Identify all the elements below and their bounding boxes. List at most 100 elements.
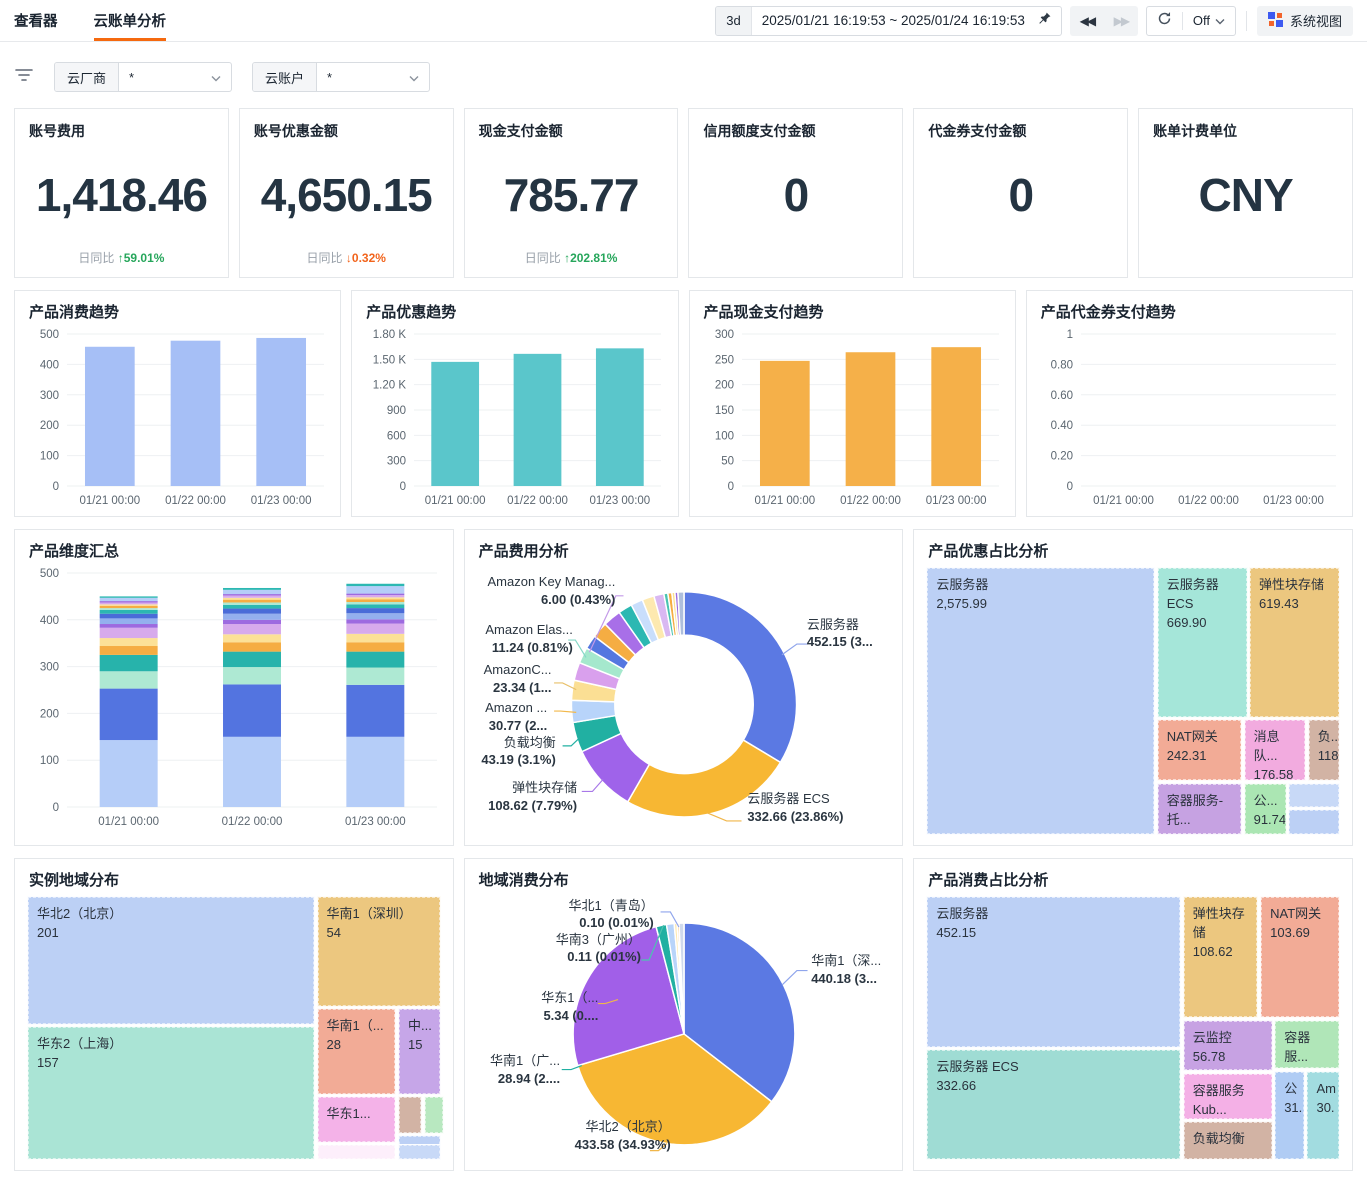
stacked-bar-segment[interactable]: [99, 601, 158, 603]
stacked-bar-segment[interactable]: [223, 604, 281, 609]
stacked-bar-segment[interactable]: [346, 604, 405, 609]
pie-slice[interactable]: [682, 922, 796, 1103]
treemap-cell[interactable]: 云监控 56.78: [1182, 1019, 1273, 1072]
stacked-bar-segment[interactable]: [99, 740, 158, 807]
treemap-cell[interactable]: 华东2（上海） 157: [27, 1026, 315, 1160]
treemap-cell[interactable]: [1288, 808, 1340, 835]
stacked-bar-segment[interactable]: [346, 583, 405, 587]
stacked-bar-segment[interactable]: [223, 602, 281, 605]
treemap-cell[interactable]: 弹性块存储 108.62: [1182, 896, 1259, 1019]
stacked-bar-segment[interactable]: [223, 684, 281, 737]
treemap-cell[interactable]: 中... 15: [398, 1007, 441, 1096]
treemap-cell[interactable]: 容器服... 33.12: [1274, 1019, 1340, 1070]
stacked-bar-segment[interactable]: [99, 608, 158, 610]
stacked-bar-segment[interactable]: [223, 736, 281, 807]
bar[interactable]: [930, 347, 981, 486]
auto-refresh-select[interactable]: Off: [1183, 13, 1235, 28]
bar[interactable]: [256, 337, 307, 486]
pie-slice[interactable]: [677, 922, 685, 1034]
stacked-bar-segment[interactable]: [223, 599, 281, 603]
stacked-bar-segment[interactable]: [223, 587, 281, 590]
stacked-bar-segment[interactable]: [346, 642, 405, 652]
stacked-bar-segment[interactable]: [223, 624, 281, 635]
treemap-cell[interactable]: 云服务器 ECS 669.90: [1156, 567, 1248, 718]
stacked-bar-segment[interactable]: [99, 638, 158, 647]
stacked-bar-segment[interactable]: [99, 613, 158, 619]
stacked-bar-segment[interactable]: [223, 595, 281, 598]
bar[interactable]: [596, 348, 644, 486]
treemap-cell[interactable]: [398, 1096, 423, 1135]
stacked-bar-segment[interactable]: [223, 597, 281, 600]
donut-slice[interactable]: [682, 591, 797, 764]
stacked-bar-segment[interactable]: [346, 602, 405, 605]
treemap-cell[interactable]: Am 30.: [1306, 1070, 1340, 1160]
shift-back-button[interactable]: ◀◀: [1070, 6, 1104, 36]
bar[interactable]: [759, 360, 810, 486]
stacked-bar-segment[interactable]: [99, 605, 158, 609]
system-view-button[interactable]: 系统视图: [1256, 5, 1353, 36]
treemap-cell[interactable]: [1288, 782, 1340, 808]
treemap-cell[interactable]: 负... 118...: [1307, 719, 1340, 782]
bar[interactable]: [431, 361, 480, 486]
stacked-bar-segment[interactable]: [223, 651, 281, 668]
stacked-bar-segment[interactable]: [346, 593, 405, 595]
treemap-cell[interactable]: 消息队... 176.58: [1243, 719, 1307, 782]
stacked-bar-segment[interactable]: [99, 602, 158, 605]
stacked-bar-segment[interactable]: [223, 634, 281, 643]
treemap-cell[interactable]: 云服务器 452.15: [926, 896, 1182, 1048]
stacked-bar-segment[interactable]: [223, 619, 281, 625]
treemap-cell[interactable]: NAT网关 103.69: [1260, 896, 1340, 1019]
stacked-bar-segment[interactable]: [99, 671, 158, 689]
treemap-cell[interactable]: [423, 1096, 444, 1135]
stacked-bar-segment[interactable]: [223, 589, 281, 595]
stacked-bar-segment[interactable]: [346, 594, 405, 598]
treemap-cell[interactable]: 华北2（北京） 201: [27, 896, 315, 1025]
stacked-bar-segment[interactable]: [99, 604, 158, 606]
tab-viewer[interactable]: 查看器: [14, 0, 58, 41]
stacked-bar-segment[interactable]: [99, 596, 158, 598]
treemap-cell[interactable]: 公 31.: [1274, 1070, 1305, 1160]
stacked-bar-segment[interactable]: [346, 597, 405, 600]
stacked-bar-segment[interactable]: [346, 623, 405, 634]
tab-cloud-bill-analysis[interactable]: 云账单分析: [93, 0, 166, 41]
treemap-cell[interactable]: [398, 1143, 441, 1160]
bar[interactable]: [845, 352, 895, 486]
treemap-cell[interactable]: 华南1（深圳） 54: [316, 896, 441, 1007]
stacked-bar-segment[interactable]: [346, 599, 405, 603]
bar[interactable]: [84, 346, 135, 486]
stacked-bar-segment[interactable]: [346, 619, 405, 624]
bar[interactable]: [513, 353, 562, 486]
pie-slice[interactable]: [576, 1033, 773, 1146]
pie-slice[interactable]: [572, 925, 685, 1067]
treemap-cell[interactable]: 容器服务-托... 192.96: [1156, 782, 1243, 835]
refresh-button[interactable]: [1147, 7, 1182, 35]
shift-forward-button[interactable]: ▶▶: [1104, 6, 1138, 36]
treemap-cell[interactable]: 容器服务Kub... 46.08: [1182, 1072, 1273, 1120]
time-range-picker[interactable]: 3d 2025/01/21 16:19:53 ~ 2025/01/24 16:1…: [715, 5, 1062, 36]
stacked-bar-segment[interactable]: [223, 642, 281, 652]
stacked-bar-segment[interactable]: [99, 646, 158, 655]
stacked-bar-segment[interactable]: [99, 597, 158, 602]
stacked-bar-segment[interactable]: [346, 667, 405, 685]
stacked-bar-segment[interactable]: [346, 586, 405, 594]
stacked-bar-segment[interactable]: [346, 684, 405, 737]
treemap-cell[interactable]: 弹性块存储 619.43: [1248, 567, 1340, 718]
treemap-cell[interactable]: [316, 1143, 397, 1160]
stacked-bar-segment[interactable]: [99, 627, 158, 639]
stacked-bar-segment[interactable]: [223, 667, 281, 685]
donut-slice[interactable]: [676, 591, 685, 637]
treemap-cell[interactable]: 云服务器 2,575.99: [926, 567, 1156, 835]
cloud-account-filter-select[interactable]: *: [317, 63, 429, 91]
stacked-bar-segment[interactable]: [223, 613, 281, 620]
stacked-bar-segment[interactable]: [99, 624, 158, 628]
treemap-cell[interactable]: 华南1（... 28: [316, 1007, 397, 1096]
stacked-bar-segment[interactable]: [99, 618, 158, 625]
treemap-cell[interactable]: 云服务器 ECS 332.66: [926, 1048, 1182, 1160]
stacked-bar-segment[interactable]: [223, 594, 281, 596]
bar[interactable]: [170, 340, 221, 486]
stacked-bar-segment[interactable]: [223, 608, 281, 614]
stacked-bar-segment[interactable]: [346, 608, 405, 614]
treemap-cell[interactable]: 负载均衡: [1182, 1120, 1273, 1160]
stacked-bar-segment[interactable]: [346, 736, 405, 807]
stacked-bar-segment[interactable]: [99, 688, 158, 741]
